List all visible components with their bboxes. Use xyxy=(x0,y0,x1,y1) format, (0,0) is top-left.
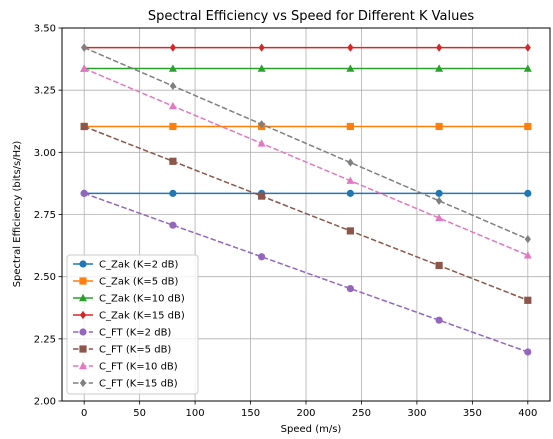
series-7 xyxy=(81,43,531,244)
data-point xyxy=(524,122,532,131)
data-point xyxy=(258,43,265,52)
x-tick-label: 0 xyxy=(81,408,87,419)
data-point xyxy=(346,227,354,235)
data-point xyxy=(346,122,354,131)
chart-title: Spectral Efficiency vs Speed for Differe… xyxy=(148,9,475,24)
y-tick-label: 3.25 xyxy=(34,86,56,97)
y-tick-label: 2.75 xyxy=(34,210,56,221)
series-line xyxy=(83,46,529,240)
series-line xyxy=(83,67,529,256)
legend-label: C_FT (K=5 dB) xyxy=(99,345,171,356)
data-point xyxy=(169,221,177,229)
data-point xyxy=(258,253,266,261)
data-point xyxy=(435,196,443,205)
legend-label: C_Zak (K=2 dB) xyxy=(99,260,179,271)
legend-label: C_Zak (K=10 dB) xyxy=(99,294,185,305)
data-point xyxy=(347,158,354,167)
series-line xyxy=(83,192,529,353)
legend-label: C_FT (K=2 dB) xyxy=(99,328,171,339)
data-point xyxy=(347,43,354,52)
legend: C_Zak (K=2 dB) C_Zak (K=5 dB) C_Zak (K=10 … xyxy=(66,254,199,395)
data-point xyxy=(168,101,177,110)
legend-marker xyxy=(79,378,87,388)
data-point xyxy=(81,43,88,52)
legend-marker xyxy=(79,260,87,268)
data-point xyxy=(169,122,177,131)
y-tick-label: 2.50 xyxy=(34,272,56,283)
series-5 xyxy=(80,122,532,304)
legend-marker xyxy=(79,293,87,302)
x-tick-label: 50 xyxy=(133,408,146,419)
x-tick-label: 350 xyxy=(463,408,482,419)
data-point xyxy=(524,348,532,356)
y-tick-label: 2.25 xyxy=(34,334,56,345)
data-point xyxy=(524,43,531,52)
x-tick-label: 400 xyxy=(518,408,537,419)
legend-marker xyxy=(79,310,87,320)
x-tick-label: 200 xyxy=(296,408,315,419)
legend-marker xyxy=(79,328,87,336)
data-point xyxy=(346,285,354,293)
data-point xyxy=(169,43,177,52)
data-point xyxy=(435,43,443,52)
data-point xyxy=(258,192,266,200)
data-point xyxy=(168,64,177,72)
data-point xyxy=(346,189,354,197)
data-point xyxy=(169,81,177,91)
series-2 xyxy=(80,64,532,72)
data-point xyxy=(346,176,355,184)
y-tick-label: 3.50 xyxy=(34,24,56,35)
series-line xyxy=(83,125,529,301)
data-point xyxy=(435,64,444,72)
data-point xyxy=(257,64,266,72)
data-point xyxy=(169,157,177,165)
data-point xyxy=(523,251,532,259)
data-point xyxy=(80,189,88,197)
series-layer xyxy=(80,43,532,356)
legend-marker xyxy=(79,361,87,370)
legend-label: C_FT (K=15 dB) xyxy=(99,379,178,390)
legend-marker xyxy=(79,277,87,285)
data-point xyxy=(435,213,444,222)
y-tick-label: 2.00 xyxy=(34,397,56,408)
data-point xyxy=(524,189,532,197)
legend-label: C_Zak (K=15 dB) xyxy=(99,311,185,322)
data-point xyxy=(346,64,355,72)
data-point xyxy=(523,64,532,72)
series-4 xyxy=(80,189,532,356)
data-point xyxy=(257,139,266,147)
legend-marker xyxy=(79,345,87,353)
data-point xyxy=(80,122,88,131)
ticks: 0 50 100 150 200 250 300 350 400 2.00 2.25 2.50 2.75… xyxy=(34,24,538,420)
data-point xyxy=(524,296,532,304)
x-tick-label: 250 xyxy=(352,408,371,419)
y-axis-label: Spectral Efficiency (bits/s/Hz) xyxy=(12,141,23,288)
data-point xyxy=(435,122,443,131)
data-point xyxy=(169,189,177,197)
data-point xyxy=(258,120,265,129)
data-point xyxy=(435,261,443,270)
x-tick-label: 100 xyxy=(186,408,205,419)
x-axis-label: Speed (m/s) xyxy=(281,424,342,435)
legend-label: C_Zak (K=5 dB) xyxy=(99,277,179,288)
data-point xyxy=(435,189,443,197)
data-point xyxy=(524,235,531,244)
y-tick-label: 3.00 xyxy=(34,148,56,159)
data-point xyxy=(435,316,443,324)
x-tick-label: 300 xyxy=(407,408,426,419)
legend-label: C_FT (K=10 dB) xyxy=(99,362,178,373)
data-point xyxy=(80,64,89,72)
series-6 xyxy=(80,64,532,259)
x-tick-label: 150 xyxy=(241,408,260,419)
legend-box xyxy=(66,254,199,395)
